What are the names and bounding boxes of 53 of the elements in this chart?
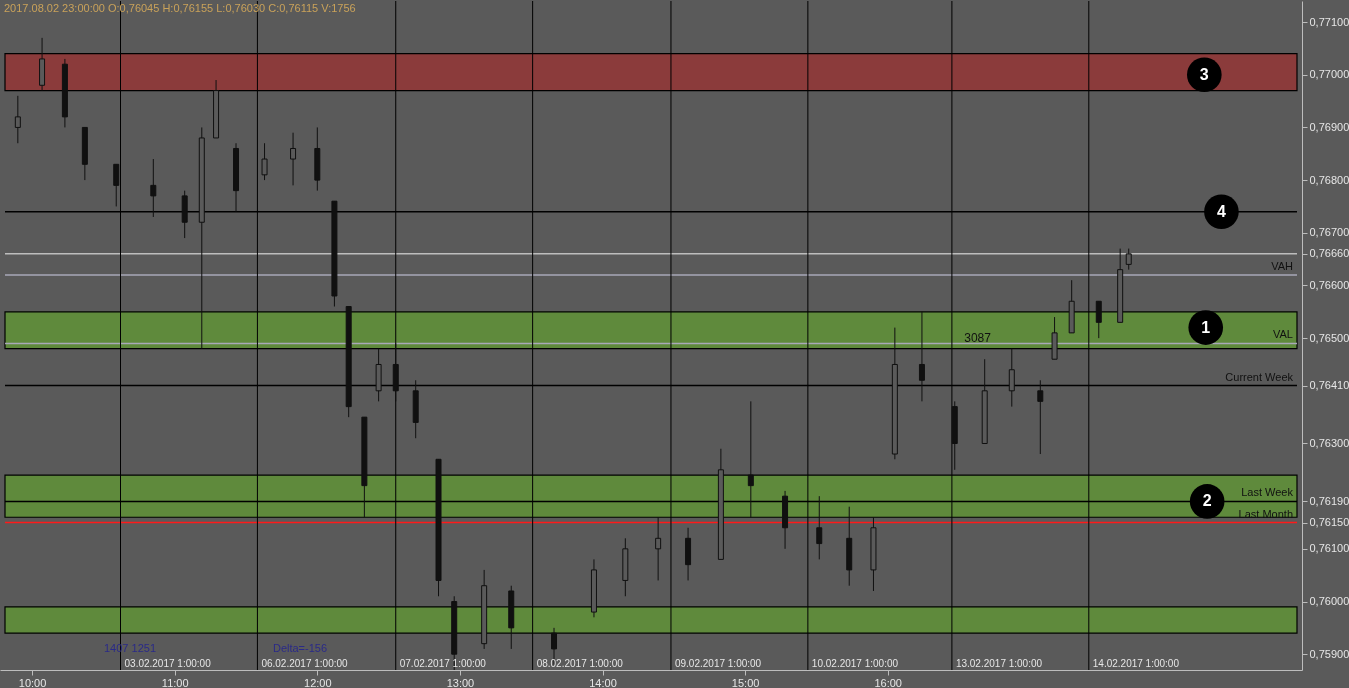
annotation: 06.02.2017 1:00:00 <box>261 658 349 669</box>
ref-line-label: Last Week <box>1241 486 1294 499</box>
annotation: 3 <box>1199 65 1209 83</box>
y-tick-label: 0,76000 <box>1309 595 1349 608</box>
candlestick <box>150 158 157 218</box>
candlestick <box>655 516 662 581</box>
ref-line-label: Current Week <box>1225 370 1294 383</box>
x-tick-label: 10:00 <box>18 676 47 688</box>
y-tick-label: 0,77000 <box>1309 68 1349 81</box>
x-tick-label: 13:00 <box>446 676 475 688</box>
y-tick-label: 0,76700 <box>1309 226 1349 239</box>
annotation: 3087 <box>964 331 992 346</box>
candlestick <box>1037 379 1044 455</box>
ref-line-label: VAL <box>1273 328 1293 341</box>
x-tick-label: 15:00 <box>731 676 760 688</box>
candlestick <box>747 400 754 518</box>
y-tick-label: 0,76190 <box>1309 494 1349 507</box>
candlestick <box>1095 300 1102 339</box>
annotation: 14.02.2017 1:00:00 <box>1092 658 1180 669</box>
annotation: 07.02.2017 1:00:00 <box>399 658 487 669</box>
annotation: 09.02.2017 1:00:00 <box>674 658 762 669</box>
candlestick <box>1125 248 1132 271</box>
candlestick <box>290 132 297 186</box>
x-tick-label: 11:00 <box>161 676 189 688</box>
candlestick <box>14 95 21 144</box>
y-tick-label: 0,76410 <box>1309 379 1349 392</box>
x-tick-label: 16:00 <box>874 676 902 688</box>
y-tick-label: 0,76500 <box>1309 331 1349 344</box>
x-tick-label: 12:00 <box>304 676 332 688</box>
candlestick <box>918 311 925 402</box>
y-tick-label: 0,75900 <box>1309 647 1349 660</box>
x-tick-label: 14:00 <box>589 676 617 688</box>
annotation: 13.02.2017 1:00:00 <box>955 658 1043 669</box>
y-tick-label: 0,76300 <box>1309 436 1349 449</box>
annotation: 10.02.2017 1:00:00 <box>811 658 899 669</box>
annotation: 08.02.2017 1:00:00 <box>536 658 624 669</box>
y-tick-label: 0,76100 <box>1309 542 1349 555</box>
annotation: 2 <box>1202 492 1212 510</box>
candlestick <box>1008 348 1015 408</box>
annotation: 1 <box>1201 318 1211 336</box>
y-tick-label: 0,76150 <box>1309 516 1349 528</box>
y-tick-label: 0,76600 <box>1309 278 1349 291</box>
candlestick <box>261 142 268 181</box>
annotation: 03.02.2017 1:00:00 <box>124 658 212 669</box>
candlestick <box>816 495 823 560</box>
y-tick-label: 0,77100 <box>1309 15 1349 28</box>
ref-line-label: Last Month <box>1238 507 1293 520</box>
y-tick-label: 0,76800 <box>1309 173 1349 186</box>
ref-line-label: VAH <box>1271 259 1294 272</box>
y-tick-label: 0,76660 <box>1309 247 1349 260</box>
candlestick <box>113 163 120 207</box>
y-tick-label: 0,76900 <box>1309 120 1349 133</box>
annotation: 4 <box>1216 202 1226 220</box>
